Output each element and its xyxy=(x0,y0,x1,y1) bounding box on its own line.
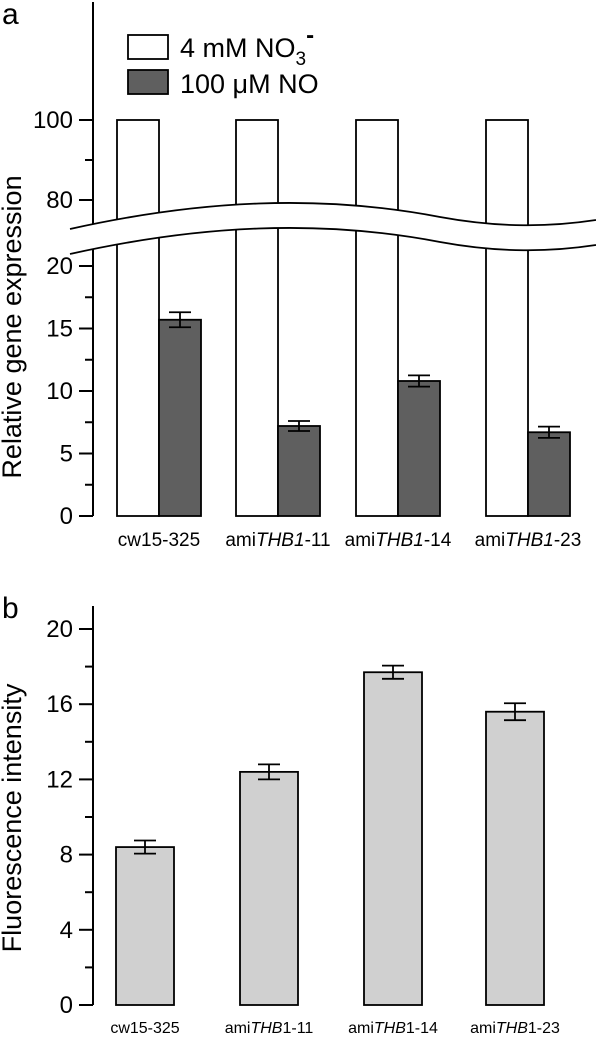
legend-item-nitrate: 4 mM NO3- xyxy=(127,22,314,70)
y-tick-label-a: 5 xyxy=(60,441,73,468)
category-label-a: cw15-325 xyxy=(118,530,200,551)
category-label-b: amiTHB1-23 xyxy=(470,1020,560,1037)
error-bar-a xyxy=(169,311,191,329)
error-bar-b xyxy=(504,702,526,722)
y-tick-label-b: 12 xyxy=(46,766,73,793)
error-bar-b xyxy=(258,763,280,781)
y-tick-label-a: 80 xyxy=(46,187,73,214)
error-bar-b xyxy=(134,839,156,855)
category-label-a: amiTHB1-23 xyxy=(475,530,582,551)
chart-a: 0 5 10 15 20 80 100 cw15-325 amiTHB1-11 amiTHB1-1… xyxy=(0,2,596,551)
bar-a-nitrate xyxy=(235,119,279,517)
y-tick-label-a: 15 xyxy=(46,316,73,343)
y-tick-label-a: 10 xyxy=(46,378,73,405)
bar-a-no xyxy=(527,431,571,517)
legend-a: 4 mM NO3-100 μM NO xyxy=(127,22,319,99)
legend-label-no: 100 μM NO xyxy=(180,69,319,99)
y-tick-label-b: 0 xyxy=(60,992,73,1019)
error-bar-b xyxy=(382,664,404,680)
y-tick-label-b: 8 xyxy=(60,842,73,869)
legend-swatch-nitrate xyxy=(127,34,169,60)
legend-label-nitrate: 4 mM NO3- xyxy=(180,22,314,70)
bar-b xyxy=(363,671,423,1006)
category-label-a: amiTHB1-11 xyxy=(225,530,330,551)
y-ticks-a: 0 5 10 15 20 80 100 xyxy=(33,107,93,530)
panel-a-label: a xyxy=(2,0,19,31)
bar-a-nitrate xyxy=(355,119,399,517)
bar-b xyxy=(239,770,299,1006)
category-label-a: amiTHB1-14 xyxy=(345,530,452,551)
y-tick-label-b: 4 xyxy=(60,917,73,944)
bar-b xyxy=(115,846,175,1006)
category-label-b: cw15-325 xyxy=(110,1020,179,1037)
chart-b: 0 4 8 12 16 20 cw15-325 amiTHB1-11 amiTHB1-14 ami… xyxy=(0,606,560,1037)
category-label-b: amiTHB1-11 xyxy=(225,1020,314,1037)
error-bar-a xyxy=(288,420,310,432)
y-tick-label-a: 20 xyxy=(46,253,73,280)
error-bar-a xyxy=(538,425,560,439)
bar-a-no xyxy=(397,380,441,517)
axis-break xyxy=(69,202,596,255)
error-bar-a xyxy=(408,374,430,388)
bar-b xyxy=(485,710,545,1006)
bar-a-no xyxy=(158,318,202,517)
bar-a-nitrate xyxy=(116,119,160,517)
y-ticks-b: 0 4 8 12 16 20 xyxy=(46,616,93,1019)
y-axis-title-b: Fluorescence intensity xyxy=(0,683,27,952)
y-tick-label-a: 0 xyxy=(60,503,73,530)
bar-a-no xyxy=(277,425,321,517)
legend-item-no: 100 μM NO xyxy=(127,69,319,99)
y-tick-label-b: 20 xyxy=(46,616,73,643)
legend-swatch-no xyxy=(127,69,169,95)
y-tick-label-a: 100 xyxy=(33,107,73,134)
bar-a-nitrate xyxy=(485,119,529,517)
y-axis-title-a: Relative gene expression xyxy=(0,175,27,478)
y-tick-label-b: 16 xyxy=(46,691,73,718)
panel-b-label: b xyxy=(2,592,19,625)
category-label-b: amiTHB1-14 xyxy=(348,1020,438,1037)
